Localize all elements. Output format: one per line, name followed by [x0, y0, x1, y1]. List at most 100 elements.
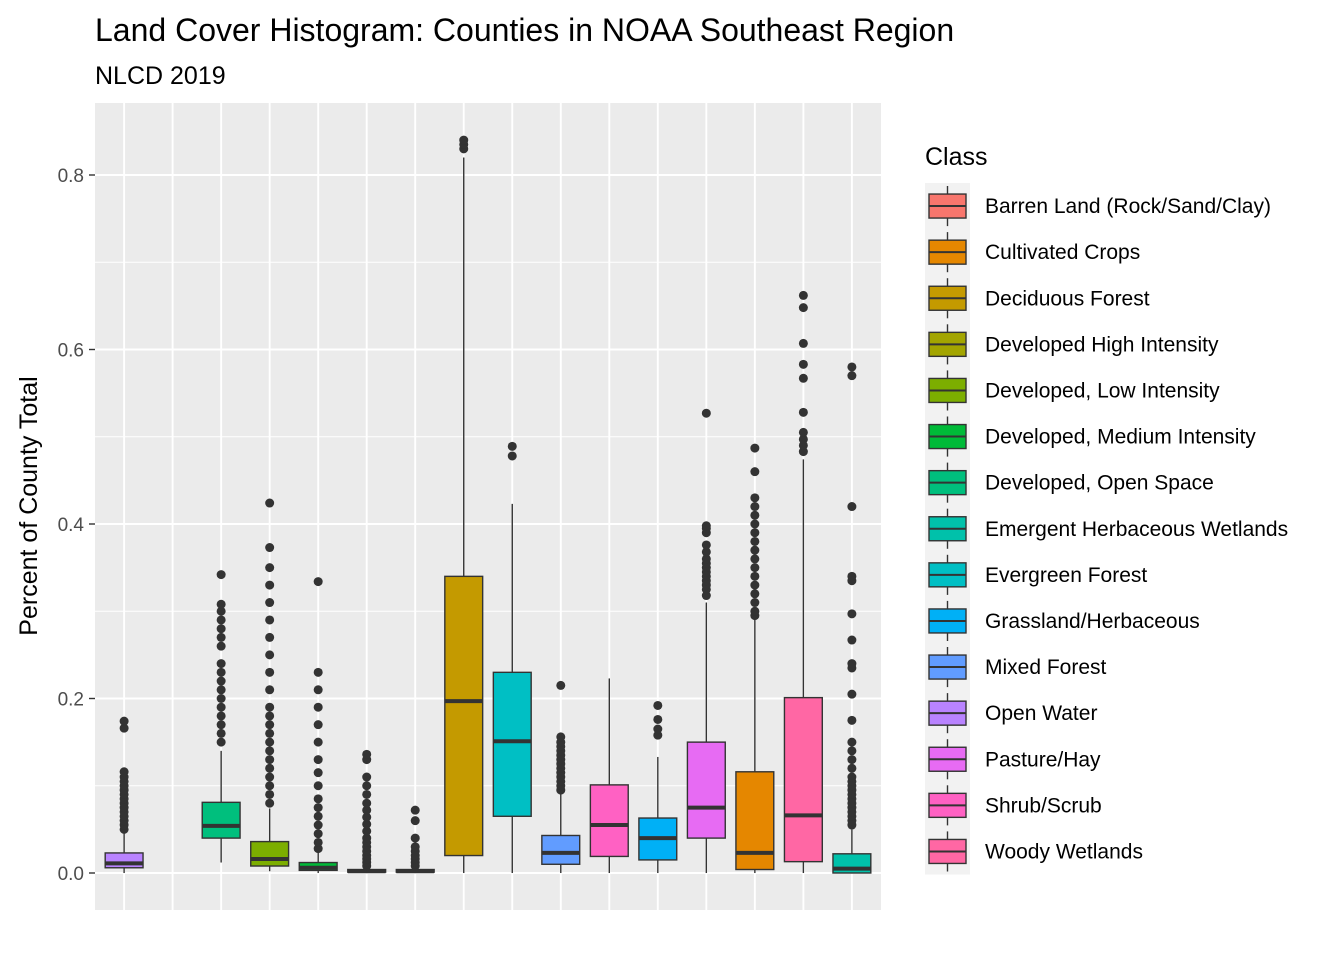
outlier-point [847, 763, 857, 773]
outlier-point [313, 829, 323, 839]
outlier-point [313, 820, 323, 830]
outlier-point [750, 589, 760, 599]
legend-label: Grassland/Herbaceous [985, 610, 1200, 633]
legend-item: Developed, Low Intensity [928, 370, 1220, 411]
outlier-point [265, 772, 275, 782]
boxplot [735, 443, 775, 873]
outlier-point [313, 702, 323, 712]
outlier-point [701, 521, 711, 531]
outlier-point [362, 789, 372, 799]
outlier-point [750, 606, 760, 616]
outlier-point [701, 540, 711, 550]
outlier-point [362, 812, 372, 822]
legend-label: Emergent Herbaceous Wetlands [985, 518, 1288, 541]
boxplot [589, 678, 629, 873]
outlier-point [362, 826, 372, 836]
outlier-point [216, 632, 226, 642]
box [444, 575, 484, 857]
outlier-point [847, 746, 857, 756]
outlier-point [216, 667, 226, 677]
outlier-point [798, 359, 808, 369]
outlier-point [847, 755, 857, 765]
box [201, 801, 241, 839]
legend-item: Shrub/Scrub [928, 785, 1102, 826]
boxplot [686, 408, 726, 873]
outlier-point [265, 685, 275, 695]
outlier-point [701, 408, 711, 418]
outlier-point [216, 711, 226, 721]
legend-label: Evergreen Forest [985, 564, 1147, 587]
outlier-point [313, 720, 323, 730]
legend-label: Developed, Medium Intensity [985, 426, 1256, 449]
outlier-point [653, 700, 663, 710]
boxplot [492, 441, 532, 873]
legend-item: Emergent Herbaceous Wetlands [928, 508, 1288, 549]
outlier-point [750, 545, 760, 555]
outlier-point [216, 615, 226, 625]
outlier-point [798, 407, 808, 417]
outlier-point [265, 763, 275, 773]
outlier-point [847, 571, 857, 581]
outlier-point [313, 803, 323, 813]
legend-item: Mixed Forest [928, 647, 1107, 688]
outlier-point [265, 746, 275, 756]
outlier-point [847, 635, 857, 645]
y-axis: 0.0 0.2 0.4 0.6 0.8 [58, 166, 95, 885]
outlier-point [410, 816, 420, 826]
outlier-point [701, 554, 711, 564]
outlier-point [265, 702, 275, 712]
legend-item: Cultivated Crops [928, 232, 1140, 273]
outlier-point [750, 502, 760, 512]
outlier-point [216, 624, 226, 634]
boxplot [250, 498, 290, 872]
boxplot [395, 805, 435, 874]
outlier-point [265, 789, 275, 799]
box [686, 741, 726, 839]
outlier-point [750, 563, 760, 573]
outlier-point [410, 833, 420, 843]
outlier-point [847, 502, 857, 512]
outlier-point [556, 680, 566, 690]
outlier-point [265, 798, 275, 808]
legend-item: Open Water [928, 693, 1097, 734]
outlier-point [362, 749, 372, 759]
outlier-point [216, 641, 226, 651]
outlier-point [750, 571, 760, 581]
y-tick-label: 0.2 [58, 690, 84, 711]
outlier-point [750, 493, 760, 503]
outlier-point [750, 580, 760, 590]
boxplot [104, 716, 144, 873]
outlier-point [265, 598, 275, 608]
outlier-point [313, 768, 323, 778]
box [589, 784, 629, 858]
legend-item: Developed, Open Space [928, 462, 1214, 503]
outlier-point [847, 609, 857, 619]
legend-label: Deciduous Forest [985, 287, 1150, 310]
box [104, 852, 144, 869]
outlier-point [265, 650, 275, 660]
legend-item: Pasture/Hay [928, 739, 1101, 780]
outlier-point [653, 724, 663, 734]
outlier-point [847, 772, 857, 782]
outlier-point [798, 434, 808, 444]
outlier-point [265, 632, 275, 642]
legend-item: Developed High Intensity [928, 324, 1219, 365]
outlier-point [265, 543, 275, 553]
outlier-point [313, 837, 323, 847]
outlier-point [313, 781, 323, 791]
box [492, 671, 532, 817]
legend-item: Deciduous Forest [928, 278, 1150, 319]
outlier-point [750, 443, 760, 453]
outlier-point [362, 772, 372, 782]
outlier-point [556, 732, 566, 742]
legend-label: Mixed Forest [985, 656, 1107, 679]
legend-item: Woody Wetlands [928, 831, 1143, 872]
outlier-point [507, 441, 517, 451]
outlier-point [216, 720, 226, 730]
boxplot [201, 570, 241, 863]
chart-subtitle: NLCD 2019 [95, 62, 226, 90]
outlier-point [507, 451, 517, 461]
boxplot [347, 749, 387, 874]
outlier-point [798, 290, 808, 300]
outlier-point [216, 685, 226, 695]
